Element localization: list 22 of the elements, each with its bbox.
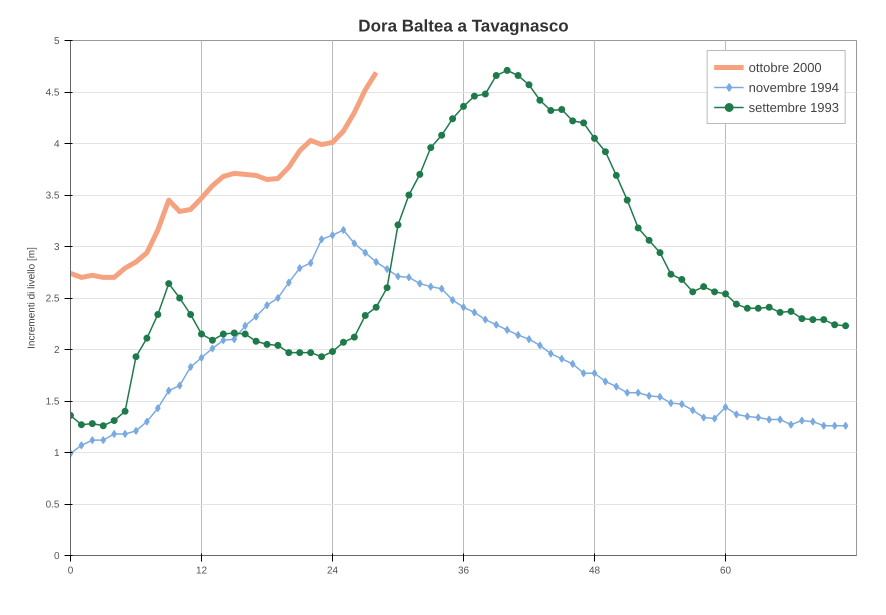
y-tick-label: 3 [54, 242, 60, 253]
y-tick-label: 4.5 [46, 88, 60, 98]
legend-label: settembre 1993 [748, 100, 839, 114]
x-tick-label: 0 [68, 566, 74, 576]
legend-label: ottobre 2000 [748, 60, 822, 74]
x-tick-label: 24 [326, 566, 338, 576]
x-tick-label: 48 [588, 566, 600, 576]
y-axis-title: Incrementi di livello [m] [26, 246, 38, 349]
legend-label: novembre 1994 [748, 80, 839, 94]
y-tick-label: 3.5 [46, 190, 60, 202]
x-tick-label: 36 [458, 566, 470, 576]
y-tick-label: 5 [54, 36, 60, 47]
y-tick-label: 1.5 [46, 396, 60, 408]
x-tick-label: 60 [720, 566, 732, 576]
y-tick-label: 1 [54, 448, 60, 459]
y-tick-label: 2.5 [46, 294, 60, 304]
y-tick-label: 4 [54, 139, 60, 150]
y-tick-label: 0 [54, 551, 60, 562]
y-tick-label: 2 [54, 345, 60, 356]
x-tick-label: 12 [196, 566, 208, 576]
y-tick-label: 0.5 [46, 500, 60, 510]
chart-title: Dora Baltea a Tavagnasco [358, 16, 569, 36]
